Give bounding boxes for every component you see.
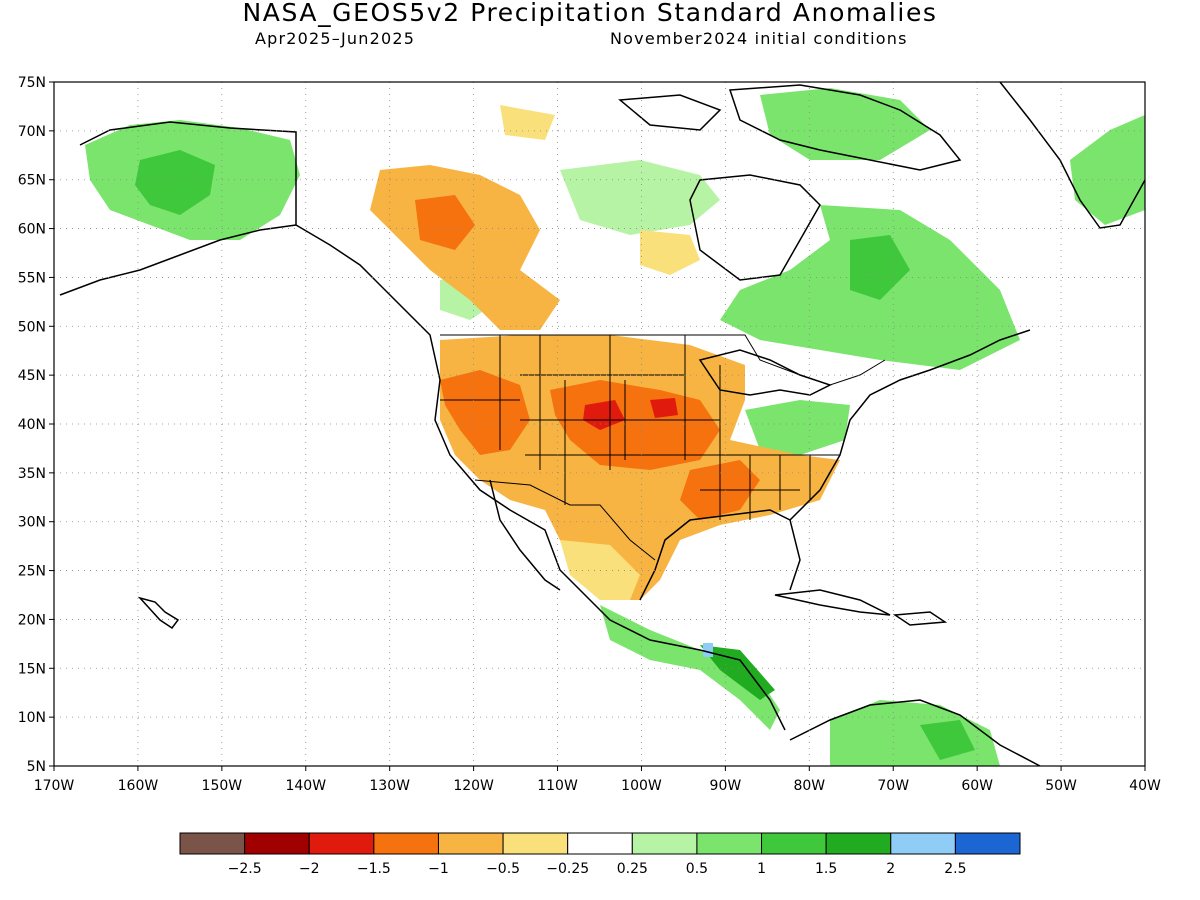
x-tick-label: 50W <box>1045 778 1077 794</box>
x-tick-label: 80W <box>793 778 825 794</box>
color-legend: −2.5 −2 −1.5 −1 −0.5 −0.25 0.25 0.5 1 1.5 2 2.5 <box>179 832 1021 877</box>
legend-swatch <box>890 832 956 855</box>
cuba-outline <box>774 589 891 616</box>
coastlines <box>59 82 1145 766</box>
x-tick-label: 120W <box>453 778 494 794</box>
longitude-tick-labels: 170W 160W 150W 140W 130W 120W 110W 100W 90W 80W 70… <box>34 766 1161 794</box>
legend-swatch <box>437 832 504 855</box>
y-tick-label: 20N <box>18 612 46 628</box>
initial-conditions-label: November2024 initial conditions <box>610 29 908 48</box>
y-tick-label: 30N <box>18 515 46 531</box>
legend-label: 0.5 <box>686 861 708 877</box>
x-tick-label: 40W <box>1129 778 1161 794</box>
x-tick-label: 60W <box>961 778 993 794</box>
legend-label: 2.5 <box>944 861 966 877</box>
latitude-tick-labels: 75N 70N 65N 60N 55N 50N 45N 40N 35N 30N 25N 20N 15N 1… <box>18 75 54 775</box>
anomaly-fields <box>85 88 1145 766</box>
y-tick-label: 10N <box>18 710 46 726</box>
us-mexico-border <box>474 479 656 561</box>
gulf-coastline <box>639 509 801 601</box>
hudson-bay-coastline <box>689 174 821 281</box>
legend-label: 2 <box>886 861 895 877</box>
us-dry-core-west <box>440 370 530 455</box>
y-tick-label: 55N <box>18 270 46 286</box>
greenland-wet-region <box>1070 115 1145 225</box>
y-tick-label: 25N <box>18 564 46 580</box>
legend-label: −1.5 <box>357 861 391 877</box>
central-america-wet-core <box>700 645 775 700</box>
us-dry-center-red <box>583 400 625 430</box>
y-tick-label: 65N <box>18 173 46 189</box>
x-tick-label: 110W <box>537 778 578 794</box>
graticule <box>54 82 1145 766</box>
south-america-coastline <box>789 699 1041 766</box>
legend-label: 0.25 <box>617 861 648 877</box>
y-tick-label: 35N <box>18 466 46 482</box>
legend-label: 1 <box>757 861 766 877</box>
legend-swatch <box>761 832 827 855</box>
legend-label: −0.5 <box>486 861 520 877</box>
us-state-lines <box>440 335 840 520</box>
legend-label: −2.5 <box>228 861 262 877</box>
legend-swatch <box>308 832 375 855</box>
legend-label: −2 <box>299 861 320 877</box>
nunavut-wet-region <box>560 160 720 235</box>
south-america-wet-core <box>920 720 975 760</box>
us-dry-center-red-2 <box>650 398 678 418</box>
map-title: NASA_GEOS5v2 Precipitation Standard Anom… <box>242 0 938 27</box>
y-tick-label: 70N <box>18 124 46 140</box>
us-dry-core-plains <box>550 380 720 470</box>
y-tick-label: 40N <box>18 417 46 433</box>
us-canada-border <box>440 334 886 386</box>
y-tick-label: 5N <box>27 759 46 775</box>
legend-swatch <box>567 832 633 855</box>
y-tick-label: 60N <box>18 222 46 238</box>
x-tick-label: 100W <box>621 778 662 794</box>
hawaii-outline <box>137 596 180 630</box>
y-tick-label: 45N <box>18 368 46 384</box>
legend-swatch <box>631 832 698 855</box>
central-america-wet-region <box>600 605 780 730</box>
political-boundaries <box>295 132 886 561</box>
guatemala-very-wet <box>703 643 713 657</box>
x-tick-label: 150W <box>202 778 243 794</box>
legend-swatch <box>373 832 439 855</box>
greenland-coastline <box>999 82 1145 229</box>
y-tick-label: 15N <box>18 661 46 677</box>
x-tick-label: 170W <box>34 778 75 794</box>
alaska-coastline <box>79 121 786 731</box>
arctic-islands-outline <box>618 84 962 171</box>
period-label: Apr2025–Jun2025 <box>255 29 416 48</box>
atlantic-coastline <box>789 329 1031 521</box>
alaska-wet-core <box>135 150 215 215</box>
ohio-valley-wet-region <box>745 400 850 455</box>
x-tick-label: 140W <box>285 778 326 794</box>
y-tick-label: 75N <box>18 75 46 91</box>
legend-swatch <box>502 832 569 855</box>
x-tick-label: 70W <box>877 778 909 794</box>
baja-coastline <box>489 479 561 591</box>
legend-swatch <box>825 832 892 855</box>
quebec-wet-core <box>850 235 910 300</box>
arctic-dry-patch <box>500 105 555 140</box>
legend-swatch <box>954 832 1021 855</box>
y-tick-label: 50N <box>18 319 46 335</box>
legend-swatch <box>179 832 246 855</box>
legend-label: −0.25 <box>546 861 589 877</box>
arctic-islands-wet <box>760 88 930 160</box>
legend-label: −1 <box>428 861 449 877</box>
x-tick-label: 90W <box>710 778 742 794</box>
x-tick-label: 130W <box>369 778 410 794</box>
canada-dry-patch <box>640 230 700 275</box>
hispaniola-outline <box>892 611 948 626</box>
great-lakes-outline <box>698 349 832 396</box>
alaska-south-coastline <box>59 224 297 296</box>
legend-swatch <box>244 832 310 855</box>
mexico-dry-region <box>560 540 640 600</box>
legend-label: 1.5 <box>815 861 837 877</box>
canada-dry-core <box>415 195 475 250</box>
x-tick-label: 160W <box>118 778 159 794</box>
legend-swatch <box>696 832 763 855</box>
